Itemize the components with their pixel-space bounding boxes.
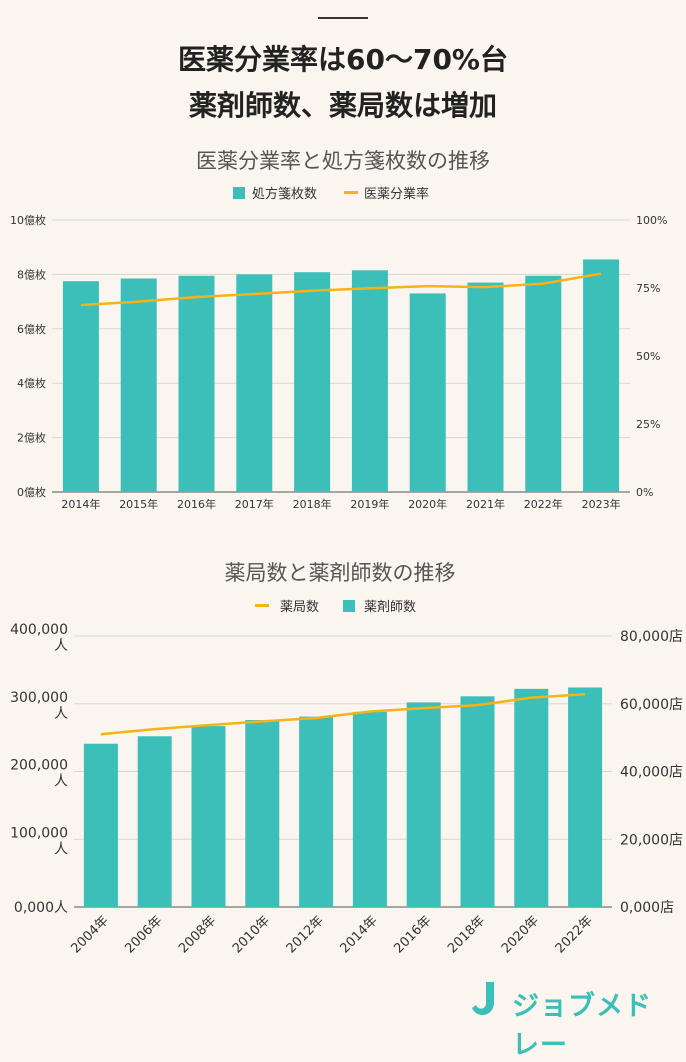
bar (409, 293, 446, 492)
bar (351, 270, 388, 492)
x-tick: 2018年 (445, 913, 488, 956)
x-tick: 2010年 (230, 913, 273, 956)
y-left-tick: 8億枚 (17, 267, 46, 281)
chart-title: 医薬分業率と処方箋枚数の推移 (196, 149, 490, 173)
bar (236, 274, 273, 492)
y-left-tick-unit: 人 (54, 774, 68, 790)
bar (352, 711, 387, 907)
x-tick: 2015年 (119, 497, 158, 511)
legend-bar-label: 処方箋枚数 (252, 186, 317, 202)
brand-name: ジョブメドレー (512, 991, 652, 1061)
y-right-tick: 40,000店 (620, 765, 683, 781)
bar (514, 688, 549, 907)
y-right-tick: 100% (636, 214, 667, 227)
bar (467, 282, 504, 492)
y-left-tick: 10億枚 (10, 213, 46, 227)
x-tick: 2014年 (338, 913, 381, 956)
x-tick: 2016年 (177, 497, 216, 511)
line-series (80, 272, 602, 307)
legend-line-swatch (255, 604, 269, 607)
y-left-tick: 0,000人 (14, 900, 68, 916)
legend-line-label: 薬局数 (280, 600, 319, 615)
bar (406, 702, 441, 907)
bar (568, 687, 603, 907)
x-tick: 2016年 (391, 913, 434, 956)
y-right-tick: 60,000店 (620, 697, 683, 713)
y-left-tick: 300,000 (10, 690, 68, 706)
y-right-tick: 80,000店 (620, 629, 683, 645)
x-tick: 2004年 (69, 913, 112, 956)
line-series (100, 693, 586, 736)
headline-line-2: 薬剤師数、薬局数は増加 (188, 89, 497, 122)
y-left-tick: 2億枚 (17, 431, 46, 445)
legend-line-label: 医薬分業率 (364, 186, 429, 202)
top-rule (318, 17, 368, 19)
y-right-tick: 0% (636, 486, 653, 499)
y-right-tick: 75% (636, 282, 660, 295)
bar (62, 281, 99, 492)
legend-bar-label: 薬剤師数 (364, 599, 416, 615)
bar (191, 726, 226, 907)
y-right-tick: 25% (636, 418, 660, 431)
chart-title: 薬局数と薬剤師数の推移 (225, 561, 456, 585)
jobmedley-logo: ジョブメドレー (462, 978, 672, 1061)
bar (178, 275, 215, 492)
x-tick: 2012年 (284, 913, 327, 956)
y-left-tick: 400,000 (10, 622, 68, 638)
y-left-tick: 4億枚 (17, 376, 46, 390)
x-tick: 2023年 (582, 497, 621, 511)
bar (83, 743, 118, 907)
y-right-tick: 20,000店 (620, 832, 683, 848)
bar (583, 259, 620, 492)
bar (245, 720, 280, 907)
x-tick: 2020年 (408, 497, 447, 511)
bar (294, 272, 331, 492)
y-left-tick: 0億枚 (17, 485, 46, 499)
x-tick: 2017年 (235, 497, 274, 511)
bar (120, 278, 157, 492)
x-tick: 2019年 (350, 497, 389, 511)
y-right-tick: 0,000店 (620, 900, 674, 916)
bar (525, 275, 562, 492)
x-tick: 2006年 (122, 913, 165, 956)
y-left-tick-unit: 人 (54, 706, 68, 722)
x-tick: 2020年 (499, 913, 542, 956)
x-tick: 2022年 (553, 913, 596, 956)
legend-bar-swatch (343, 600, 355, 612)
jobmedley-logo-icon (472, 982, 494, 1016)
y-left-tick: 200,000 (10, 758, 68, 774)
y-left-tick-unit: 人 (54, 841, 68, 857)
y-right-tick: 50% (636, 350, 660, 363)
bar (299, 716, 334, 907)
bar (137, 736, 172, 907)
legend-line-swatch (344, 191, 358, 194)
y-left-tick: 100,000 (10, 825, 68, 841)
x-tick: 2022年 (524, 497, 563, 511)
bar (460, 696, 495, 907)
headline-line-1: 医薬分業率は60～70%台 (178, 43, 508, 76)
x-tick: 2021年 (466, 497, 505, 511)
y-left-tick-unit: 人 (54, 638, 68, 654)
x-tick: 2014年 (61, 497, 100, 511)
x-tick: 2008年 (176, 913, 219, 956)
x-tick: 2018年 (293, 497, 332, 511)
y-left-tick: 6億枚 (17, 322, 46, 336)
legend-bar-swatch (233, 187, 245, 199)
